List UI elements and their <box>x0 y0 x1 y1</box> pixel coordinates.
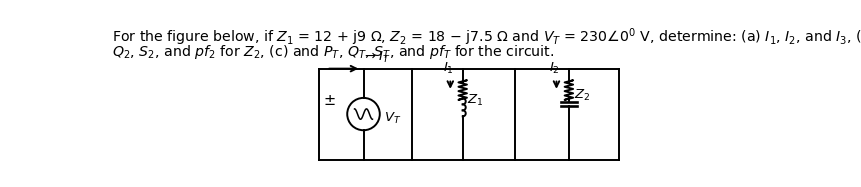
Text: $\rightarrow I_T$: $\rightarrow I_T$ <box>362 50 390 65</box>
Text: $Q_2$, $S_2$, and $pf_2$ for $Z_2$, (c) and $P_T$, $Q_T$, $S_T$, and $pf_T$ for : $Q_2$, $S_2$, and $pf_2$ for $Z_2$, (c) … <box>111 43 554 61</box>
Text: $Z_1$: $Z_1$ <box>467 93 483 108</box>
Text: $\pm$: $\pm$ <box>323 93 336 108</box>
Text: $I_2$: $I_2$ <box>548 61 559 76</box>
Text: $Z_2$: $Z_2$ <box>573 88 589 103</box>
Text: For the figure below, if $Z_1$ = 12 + j9 $\Omega$, $Z_2$ = 18 $-$ j7.5 $\Omega$ : For the figure below, if $Z_1$ = 12 + j9… <box>111 26 861 48</box>
Text: $I_1$: $I_1$ <box>442 61 453 76</box>
Text: $V_T$: $V_T$ <box>383 111 400 126</box>
